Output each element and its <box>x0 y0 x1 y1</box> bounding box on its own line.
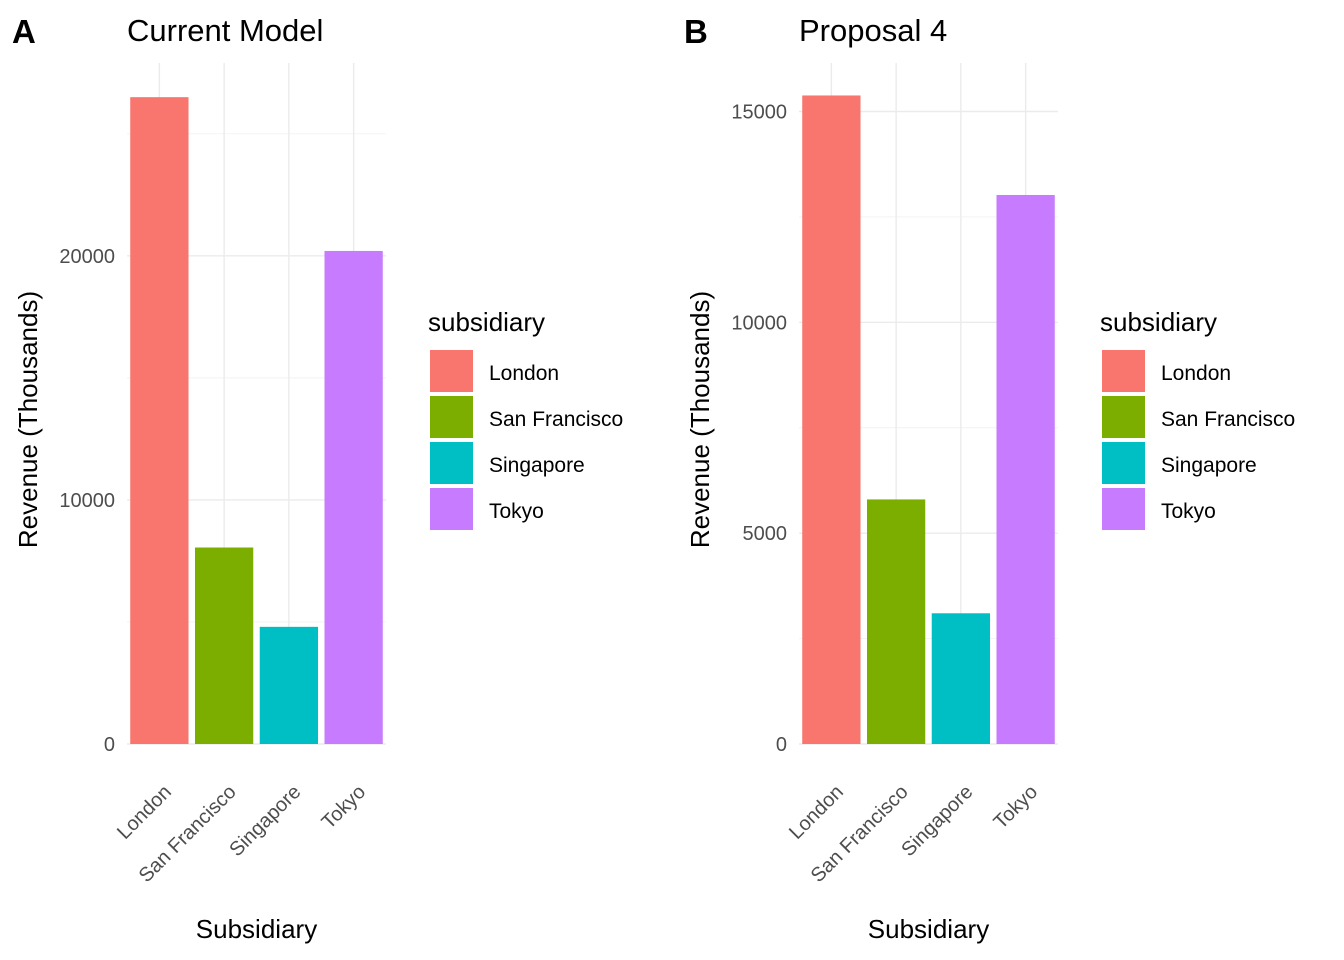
legend-swatch <box>430 396 473 438</box>
y-tick-label: 10000 <box>59 490 115 512</box>
legend-swatch <box>1102 442 1145 484</box>
chart-title: Proposal 4 <box>799 13 947 48</box>
bar-london <box>802 95 861 744</box>
legend-swatch <box>430 442 473 484</box>
x-axis-title: Subsidiary <box>868 914 989 944</box>
y-tick-label: 10000 <box>731 312 787 334</box>
y-tick-label: 0 <box>776 734 787 756</box>
legend-label: Tokyo <box>1161 500 1216 523</box>
x-tick-label: Singapore <box>225 781 305 861</box>
legend-title: subsidiary <box>1100 307 1217 337</box>
legend-label: Singapore <box>1161 454 1257 477</box>
legend-label: London <box>1161 362 1231 385</box>
legend-label: San Francisco <box>1161 408 1295 431</box>
x-tick-label: Tokyo <box>318 781 371 834</box>
legend-swatch <box>430 350 473 392</box>
legend-label: London <box>489 362 559 385</box>
bar-tokyo <box>324 250 383 745</box>
x-tick-label: Singapore <box>897 781 977 861</box>
legend-swatch <box>1102 396 1145 438</box>
x-axis-title: Subsidiary <box>196 914 317 944</box>
legend: subsidiary London San Francisco Singapore To… <box>1100 307 1295 530</box>
legend-label: Singapore <box>489 454 585 477</box>
y-tick-label: 5000 <box>743 523 788 545</box>
legend-swatch <box>1102 350 1145 392</box>
bar-san-francisco <box>866 499 926 744</box>
bar-singapore <box>259 626 319 744</box>
y-axis-title: Revenue (Thousands) <box>13 291 43 548</box>
panel-tag: B <box>684 13 708 50</box>
y-tick-label: 15000 <box>731 101 787 123</box>
legend: subsidiary London San Francisco Singapore To… <box>428 307 623 530</box>
panel-tag: A <box>12 13 36 50</box>
chart-panel-a: A Current Model 0 10000 20000 London San Franc… <box>12 13 623 944</box>
x-tick-label: London <box>785 781 848 844</box>
legend-swatch <box>430 488 473 530</box>
y-tick-label: 0 <box>104 734 115 756</box>
y-tick-label: 20000 <box>59 246 115 268</box>
bar-tokyo <box>996 194 1055 744</box>
x-tick-label: London <box>113 781 176 844</box>
bar-singapore <box>931 613 991 744</box>
x-tick-label: Tokyo <box>990 781 1043 834</box>
legend-swatch <box>1102 488 1145 530</box>
chart-title: Current Model <box>127 13 323 48</box>
chart-panel-b: B Proposal 4 0 5000 10000 15000 London San Fran… <box>684 13 1295 944</box>
legend-title: subsidiary <box>428 307 545 337</box>
bar-london <box>130 97 189 744</box>
legend-label: San Francisco <box>489 408 623 431</box>
legend-label: Tokyo <box>489 500 544 523</box>
bar-san-francisco <box>194 547 254 744</box>
y-axis-title: Revenue (Thousands) <box>685 291 715 548</box>
